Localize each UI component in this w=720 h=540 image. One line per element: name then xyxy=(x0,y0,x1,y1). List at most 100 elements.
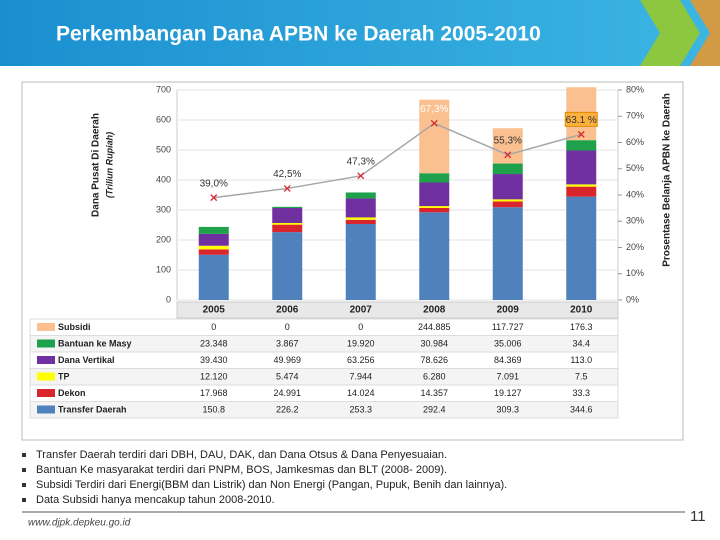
bar-segment xyxy=(272,224,303,233)
bar-segment xyxy=(345,219,376,225)
page-number: 11 xyxy=(690,508,706,525)
bar-segment xyxy=(419,99,450,174)
table-row xyxy=(29,384,619,402)
table-cell: 84.369 xyxy=(494,355,522,365)
legend-swatch xyxy=(37,323,55,331)
bar-segment xyxy=(566,140,597,151)
bar-segment xyxy=(345,217,376,220)
table-cell: 7.944 xyxy=(349,371,372,381)
table-cell: 33.3 xyxy=(572,388,590,398)
line-marker xyxy=(357,172,365,180)
table-cell: 292.4 xyxy=(423,404,446,414)
legend-label: Dana Vertikal xyxy=(58,355,115,365)
chevron xyxy=(640,0,700,66)
chevron xyxy=(690,0,720,66)
value-label: 47,3% xyxy=(347,156,375,167)
bar-segment xyxy=(492,199,523,202)
y2-tick-label: 10% xyxy=(626,268,644,278)
bar-segment xyxy=(198,245,229,250)
y2-tick-label: 30% xyxy=(626,216,644,226)
legend-label: Dekon xyxy=(58,388,86,398)
table-cell: 0 xyxy=(211,322,216,332)
y-tick-label: 200 xyxy=(156,234,171,244)
bar-segment xyxy=(492,163,523,175)
legend-swatch xyxy=(37,405,55,414)
y-tick-label: 0 xyxy=(166,294,171,304)
y-tick-label: 500 xyxy=(156,144,171,154)
table-cell: 7.5 xyxy=(575,371,588,381)
table-cell: 6.280 xyxy=(423,371,446,381)
line-marker xyxy=(504,151,512,159)
table-cell: 14.357 xyxy=(420,388,448,398)
x-tick-label: 2007 xyxy=(350,305,373,316)
table-cell: 19.920 xyxy=(347,338,375,348)
line xyxy=(213,122,582,199)
table-cell: 30.984 xyxy=(420,338,448,348)
table-cell: 0 xyxy=(285,322,290,332)
table-cell: 244.885 xyxy=(418,322,451,332)
table-cell: 5.474 xyxy=(276,371,299,381)
table-cell: 226.2 xyxy=(276,404,299,414)
table-cell: 19.127 xyxy=(494,388,522,398)
bar-segment xyxy=(272,223,303,225)
legend-swatch xyxy=(37,389,55,397)
x-tick-label: 2008 xyxy=(423,305,446,316)
table-cell: 23.348 xyxy=(200,338,228,348)
table-cell: 344.6 xyxy=(570,404,593,414)
legend-label: Transfer Daerah xyxy=(58,404,127,414)
bullet xyxy=(22,468,26,472)
bullet xyxy=(22,498,26,502)
bar-segment xyxy=(198,233,229,246)
y-axis-label: Dana Pusat Di Daerah xyxy=(91,113,102,217)
bar-segment xyxy=(566,186,597,197)
slide-title: Perkembangan Dana APBN ke Daerah 2005-20… xyxy=(56,23,541,46)
bar-segment xyxy=(566,150,597,185)
y2-tick-label: 80% xyxy=(626,84,644,94)
y-tick-label: 100 xyxy=(156,264,171,274)
table-cell: 63.256 xyxy=(347,355,375,365)
table-cell: 12.120 xyxy=(200,371,228,381)
value-label: 63.1 % xyxy=(566,115,597,126)
bar-segment xyxy=(566,196,597,300)
x-tick-label: 2009 xyxy=(497,305,520,316)
legend-label: TP xyxy=(58,371,70,381)
value-label: 42,5% xyxy=(273,169,301,180)
value-label: 55,3% xyxy=(494,135,522,146)
bar-segment xyxy=(272,208,303,224)
bar-segment xyxy=(272,206,303,209)
y-tick-label: 300 xyxy=(156,204,171,214)
value-label-box xyxy=(564,111,598,127)
line-marker xyxy=(577,130,585,138)
y2-tick-label: 50% xyxy=(626,163,644,173)
note: Bantuan Ke masyarakat terdiri dari PNPM,… xyxy=(36,464,447,476)
table-cell: 113.0 xyxy=(570,355,592,365)
bar-segment xyxy=(419,182,450,207)
y-tick-label: 700 xyxy=(156,84,171,94)
table-cell: 150.8 xyxy=(202,404,225,414)
bar-segment xyxy=(198,254,229,300)
table-cell: 24.991 xyxy=(273,388,301,398)
bar-segment xyxy=(345,198,376,218)
y-tick-label: 400 xyxy=(156,174,171,184)
y-tick-label: 600 xyxy=(156,114,171,124)
line-marker xyxy=(283,184,291,192)
bar-segment xyxy=(566,184,597,187)
bar-segment xyxy=(492,207,523,300)
bar-segment xyxy=(419,207,450,213)
bar-segment xyxy=(345,224,376,300)
bar-segment xyxy=(492,201,523,208)
table-row xyxy=(29,318,619,336)
chart: 0 100 200 300 400 500 600 700 0% 10% 20% 30% 40% 50% 6… xyxy=(29,84,673,419)
bar-segment xyxy=(419,212,450,300)
table-cell: 117.727 xyxy=(492,322,524,332)
bar-segment xyxy=(419,206,450,208)
y2-tick-label: 60% xyxy=(626,137,644,147)
bar-segment xyxy=(345,192,376,199)
y2-tick-label: 40% xyxy=(626,189,644,199)
legend-label: Subsidi xyxy=(58,322,91,332)
table-cell: 39.430 xyxy=(200,355,228,365)
table-row xyxy=(29,351,619,369)
table-cell: 35.006 xyxy=(494,338,522,348)
table-cell: 78.626 xyxy=(420,355,448,365)
